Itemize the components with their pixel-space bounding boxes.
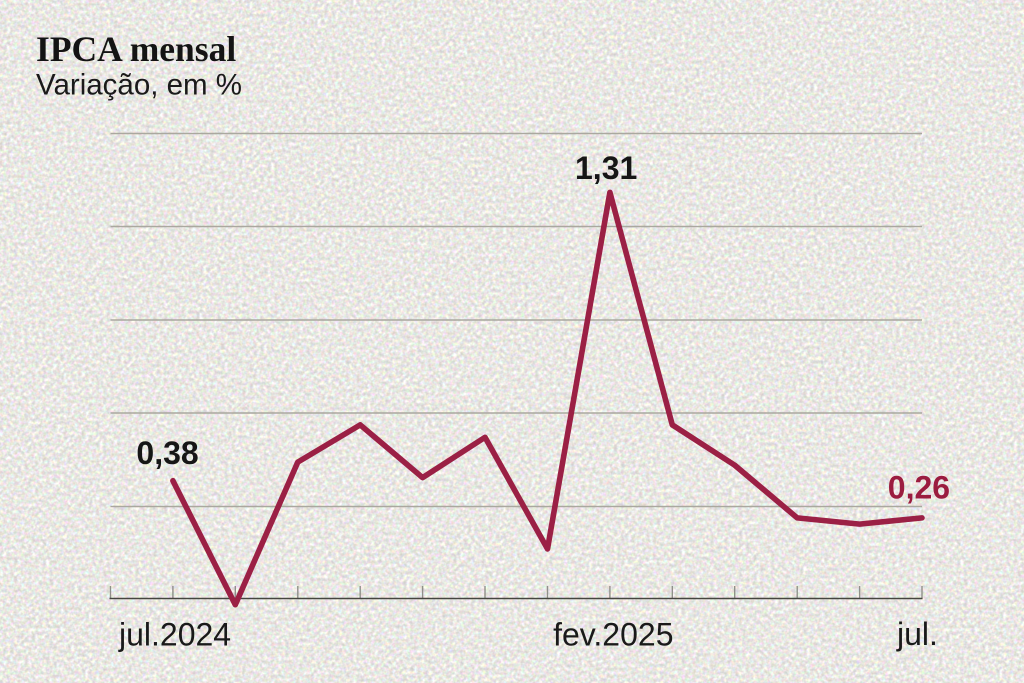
svg-text:0,26: 0,26 [888,469,950,505]
svg-text:1,31: 1,31 [575,150,637,186]
svg-text:fev.2025: fev.2025 [553,617,673,653]
svg-text:jul.: jul. [896,616,938,652]
svg-text:Variação, em %: Variação, em % [36,69,242,102]
svg-text:0,38: 0,38 [136,435,198,471]
svg-text:jul.2024: jul.2024 [118,617,231,653]
svg-text:IPCA mensal: IPCA mensal [36,29,236,69]
